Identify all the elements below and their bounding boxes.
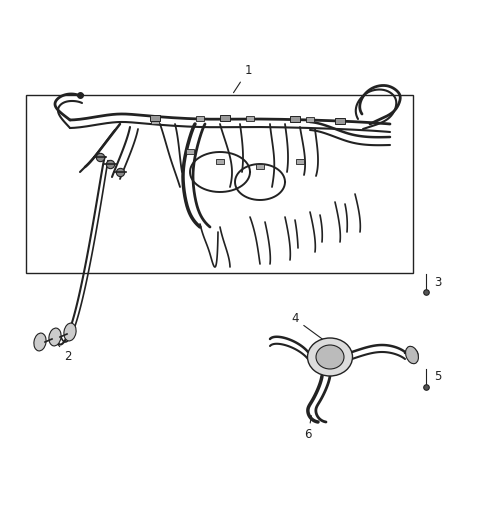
Bar	[26, 95, 413, 273]
Ellipse shape	[49, 328, 61, 346]
Bar	[290, 116, 300, 122]
Ellipse shape	[406, 346, 419, 364]
Bar	[296, 159, 304, 164]
Bar	[196, 116, 204, 121]
Bar	[216, 159, 224, 164]
Text: 3: 3	[434, 275, 442, 288]
Bar	[186, 149, 194, 154]
Bar	[220, 115, 230, 121]
Text: 1: 1	[233, 64, 252, 93]
Bar	[150, 115, 160, 121]
Text: 6: 6	[304, 416, 312, 441]
Ellipse shape	[64, 323, 76, 341]
Text: 2: 2	[54, 339, 72, 364]
Bar	[306, 117, 314, 122]
Text: 5: 5	[434, 371, 442, 383]
Text: 4: 4	[291, 312, 323, 339]
Bar	[246, 116, 254, 121]
Ellipse shape	[308, 338, 352, 376]
Bar	[335, 118, 345, 124]
Ellipse shape	[316, 345, 344, 369]
Ellipse shape	[34, 333, 46, 351]
Bar	[151, 119, 159, 124]
Bar	[256, 164, 264, 169]
